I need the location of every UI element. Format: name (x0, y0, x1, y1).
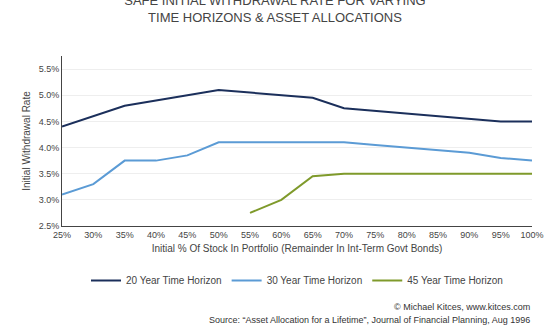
svg-text:Initial Withdrawal Rate: Initial Withdrawal Rate (21, 91, 32, 191)
svg-text:Source: “Asset Allocation for: Source: “Asset Allocation for a Lifetime… (209, 315, 530, 325)
svg-text:Initial % Of Stock In Portfoli: Initial % Of Stock In Portfolio (Remaind… (152, 243, 443, 254)
svg-text:65%: 65% (304, 230, 322, 240)
svg-text:70%: 70% (335, 230, 353, 240)
svg-text:5.0%: 5.0% (39, 90, 60, 100)
svg-text:4.5%: 4.5% (39, 117, 60, 127)
svg-text:4.0%: 4.0% (39, 143, 60, 153)
svg-text:25%: 25% (53, 230, 71, 240)
svg-text:2.5%: 2.5% (39, 221, 60, 231)
svg-text:90%: 90% (460, 230, 478, 240)
svg-text:20 Year Time Horizon: 20 Year Time Horizon (126, 275, 222, 286)
svg-text:30 Year Time Horizon: 30 Year Time Horizon (267, 275, 363, 286)
svg-text:50%: 50% (210, 230, 228, 240)
svg-text:75%: 75% (366, 230, 384, 240)
svg-text:55%: 55% (241, 230, 259, 240)
svg-text:35%: 35% (116, 230, 134, 240)
svg-text:100%: 100% (520, 230, 543, 240)
svg-text:45 Year Time Horizon: 45 Year Time Horizon (407, 275, 503, 286)
svg-text:5.5%: 5.5% (39, 64, 60, 74)
svg-text:95%: 95% (492, 230, 510, 240)
svg-text:3.0%: 3.0% (39, 195, 60, 205)
svg-text:30%: 30% (84, 230, 102, 240)
svg-text:60%: 60% (272, 230, 290, 240)
svg-text:45%: 45% (178, 230, 196, 240)
svg-text:80%: 80% (398, 230, 416, 240)
svg-text:3.5%: 3.5% (39, 169, 60, 179)
svg-text:© Michael Kitces, www.kitces.c: © Michael Kitces, www.kitces.com (394, 302, 530, 312)
svg-text:85%: 85% (429, 230, 447, 240)
svg-text:40%: 40% (147, 230, 165, 240)
svg-text:SAFE INITIAL WITHDRAWAL RATE F: SAFE INITIAL WITHDRAWAL RATE FOR VARYING… (124, 0, 425, 25)
